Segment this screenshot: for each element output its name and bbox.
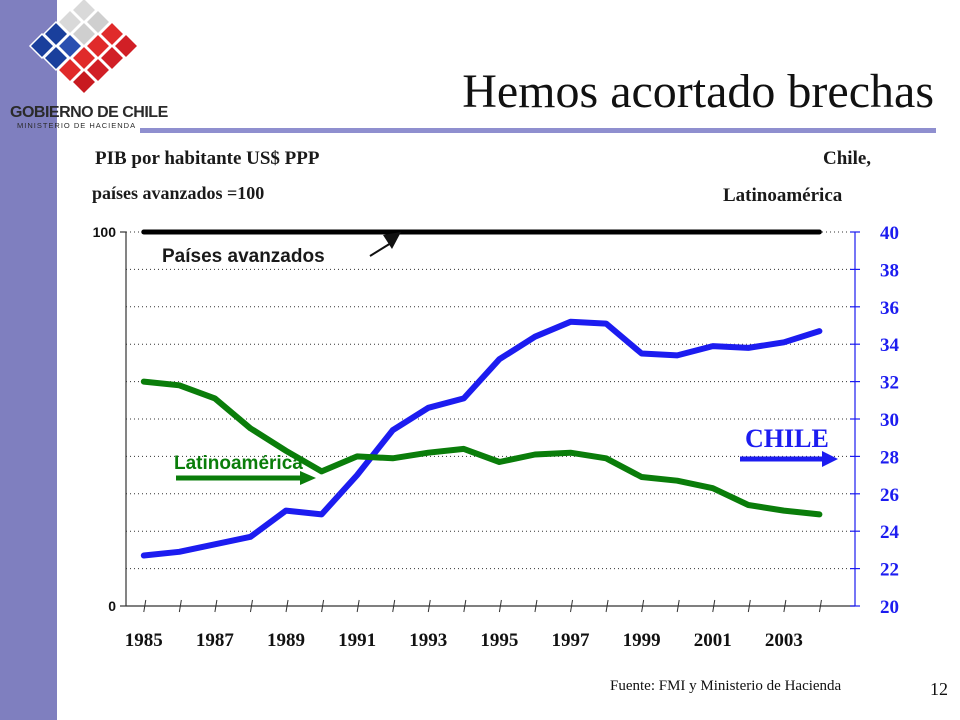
- right-tick-label: 32: [880, 373, 899, 394]
- x-tick-mark: [321, 599, 325, 613]
- chile-label: CHILE: [745, 424, 829, 453]
- right-tick-label: 20: [880, 597, 899, 618]
- right-tick-label: 28: [880, 447, 899, 468]
- x-tick-mark: [249, 599, 253, 613]
- x-tick-mark: [570, 599, 574, 613]
- logo-name: GOBIERNO DE CHILE: [10, 104, 168, 121]
- x-tick-label: 1989: [267, 630, 305, 651]
- logo-diamond: [28, 32, 56, 60]
- x-tick-label: 2001: [694, 630, 732, 651]
- right-tick-label: 36: [880, 298, 899, 319]
- x-tick-label: 1987: [196, 630, 235, 651]
- x-tick-mark: [356, 599, 360, 613]
- logo-emblem-icon: [28, 0, 140, 96]
- advanced-pointer: [369, 242, 392, 257]
- x-tick-mark: [783, 599, 787, 613]
- x-tick-label: 1999: [623, 630, 661, 651]
- x-tick-label: 2003: [765, 630, 803, 651]
- x-tick-label: 1995: [480, 630, 518, 651]
- right-tick-label: 40: [880, 223, 899, 244]
- x-tick-mark: [285, 599, 289, 613]
- x-tick-label: 1991: [338, 630, 376, 651]
- chile-arrow-head: [822, 451, 838, 467]
- x-tick-mark: [605, 599, 609, 613]
- series-line-2: [140, 378, 823, 518]
- right-tick-label: 30: [880, 410, 899, 431]
- latam-label: Latinoamérica: [174, 453, 303, 474]
- x-tick-mark: [676, 599, 680, 613]
- x-tick-mark: [427, 599, 431, 613]
- page-number: 12: [930, 679, 948, 699]
- logo-diamond: [112, 32, 140, 60]
- x-tick-mark: [498, 599, 502, 613]
- right-axis-title-line2: Latinoamérica: [723, 185, 843, 206]
- right-tick-label: 22: [880, 560, 899, 581]
- logo-diamond: [98, 44, 126, 72]
- title-underline: [140, 128, 936, 133]
- x-tick-mark: [818, 599, 822, 613]
- left-axis-title-line2: países avanzados =100: [92, 183, 265, 203]
- right-tick-label: 34: [880, 335, 900, 356]
- x-tick-mark: [143, 599, 147, 613]
- logo-diamond: [56, 56, 84, 84]
- x-tick-label: 1997: [552, 630, 591, 651]
- x-tick-mark: [534, 599, 538, 613]
- gobierno-logo: [6, 0, 156, 132]
- logo-subtitle: MINISTERIO DE HACIENDA: [17, 121, 137, 130]
- right-tick-label: 26: [880, 485, 899, 506]
- right-tick-label: 24: [880, 522, 900, 543]
- x-tick-mark: [392, 599, 396, 613]
- x-tick-mark: [712, 599, 716, 613]
- x-tick-mark: [214, 599, 218, 613]
- right-tick-label: 38: [880, 260, 899, 281]
- x-tick-mark: [641, 599, 645, 613]
- latam-arrow-head: [300, 471, 316, 485]
- page-title: Hemos acortado brechas: [462, 65, 934, 118]
- logo-diamond: [70, 68, 98, 96]
- logo-diamond: [42, 44, 70, 72]
- source-note: Fuente: FMI y Ministerio de Hacienda: [610, 678, 842, 694]
- logo-diamond: [84, 56, 112, 84]
- x-tick-label: 1985: [125, 630, 163, 651]
- x-tick-mark: [747, 599, 751, 613]
- advanced-pointer-head: [383, 232, 401, 249]
- left-axis-title-line1: PIB por habitante US$ PPP: [95, 148, 320, 169]
- sidebar-band: [0, 0, 57, 720]
- right-axis-title-line1: Chile,: [823, 148, 872, 169]
- series-line-1: [140, 318, 823, 559]
- advanced-label: Países avanzados: [162, 246, 325, 267]
- x-tick-mark: [178, 599, 182, 613]
- left-tick-label: 0: [108, 598, 116, 614]
- x-tick-mark: [463, 599, 467, 613]
- left-tick-label: 100: [93, 224, 117, 240]
- x-tick-label: 1993: [409, 630, 447, 651]
